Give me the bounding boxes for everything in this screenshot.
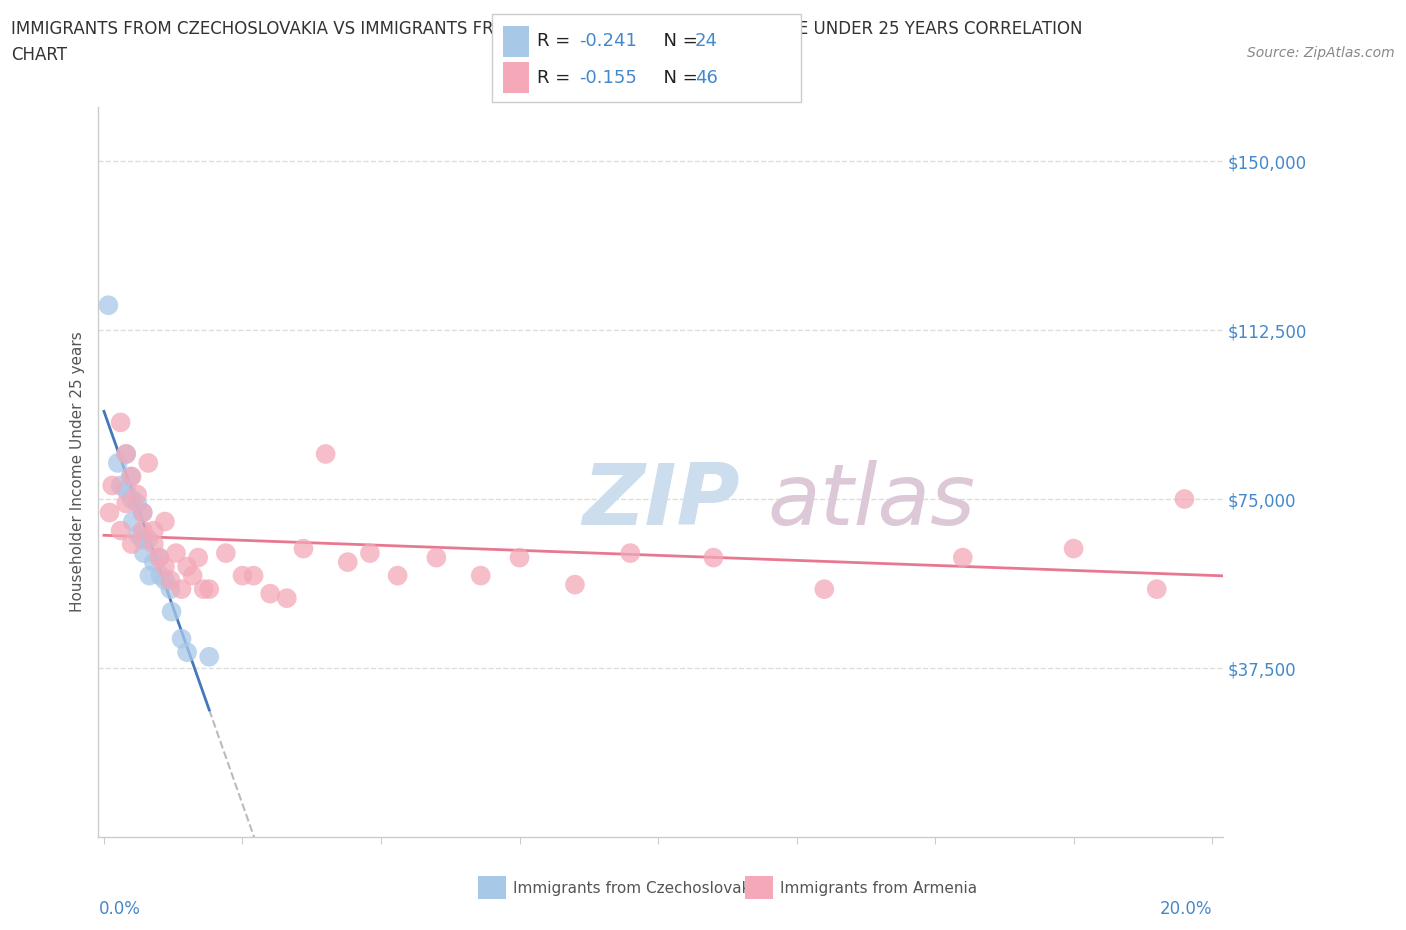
Point	[132, 505, 155, 520]
Point	[425, 551, 447, 565]
Point	[509, 551, 531, 565]
Point	[148, 551, 170, 565]
Point	[952, 551, 974, 565]
Point	[187, 551, 209, 565]
Text: Immigrants from Czechoslovakia: Immigrants from Czechoslovakia	[513, 881, 765, 896]
Point	[702, 551, 724, 565]
Point	[121, 492, 143, 507]
Text: 20.0%: 20.0%	[1160, 900, 1212, 918]
Point	[132, 532, 155, 547]
Point	[136, 532, 159, 547]
Point	[153, 514, 176, 529]
Point	[153, 573, 176, 588]
Point	[215, 546, 238, 561]
Point	[176, 644, 198, 659]
Point	[813, 581, 835, 596]
Point	[619, 546, 641, 561]
Text: R =: R =	[537, 69, 576, 86]
Point	[136, 456, 159, 471]
Point	[127, 527, 149, 542]
Point	[170, 581, 193, 596]
Point	[153, 559, 176, 574]
Point	[132, 546, 155, 561]
Point	[276, 591, 298, 605]
Point	[98, 505, 121, 520]
Point	[193, 581, 215, 596]
Text: IMMIGRANTS FROM CZECHOSLOVAKIA VS IMMIGRANTS FROM ARMENIA HOUSEHOLDER INCOME UND: IMMIGRANTS FROM CZECHOSLOVAKIA VS IMMIGR…	[11, 20, 1083, 38]
Point	[121, 537, 143, 551]
Text: atlas: atlas	[768, 459, 976, 543]
Point	[470, 568, 492, 583]
Point	[315, 446, 337, 461]
Point	[110, 478, 132, 493]
Text: N =: N =	[652, 69, 704, 86]
Point	[107, 456, 129, 471]
Point	[292, 541, 315, 556]
Point	[160, 604, 183, 619]
Point	[231, 568, 253, 583]
Point	[336, 554, 359, 569]
Point	[142, 537, 165, 551]
Point	[120, 469, 142, 484]
Text: 46: 46	[695, 69, 717, 86]
Point	[121, 469, 143, 484]
Point	[159, 573, 181, 588]
Text: -0.241: -0.241	[579, 33, 637, 50]
Y-axis label: Householder Income Under 25 years: Householder Income Under 25 years	[69, 332, 84, 612]
Text: Immigrants from Armenia: Immigrants from Armenia	[780, 881, 977, 896]
Point	[387, 568, 409, 583]
Point	[148, 551, 170, 565]
Point	[1146, 581, 1168, 596]
Point	[1063, 541, 1085, 556]
Point	[110, 523, 132, 538]
Point	[359, 546, 381, 561]
Point	[198, 649, 221, 664]
Text: 0.0%: 0.0%	[98, 900, 141, 918]
Text: -0.155: -0.155	[579, 69, 637, 86]
Point	[138, 568, 160, 583]
Point	[165, 546, 187, 561]
Point	[132, 505, 155, 520]
Point	[115, 483, 138, 498]
Point	[259, 586, 281, 601]
Text: 24: 24	[695, 33, 717, 50]
Point	[142, 554, 165, 569]
Text: ZIP: ZIP	[582, 459, 740, 543]
Point	[242, 568, 264, 583]
Point	[564, 578, 586, 592]
Point	[132, 523, 155, 538]
Point	[170, 631, 193, 646]
Point	[159, 581, 181, 596]
Text: R =: R =	[537, 33, 576, 50]
Point	[176, 559, 198, 574]
Point	[121, 514, 143, 529]
Point	[198, 581, 221, 596]
Point	[149, 568, 172, 583]
Text: N =: N =	[652, 33, 704, 50]
Point	[127, 487, 149, 502]
Point	[127, 496, 149, 511]
Text: CHART: CHART	[11, 46, 67, 64]
Text: Source: ZipAtlas.com: Source: ZipAtlas.com	[1247, 46, 1395, 60]
Point	[115, 446, 138, 461]
Point	[115, 446, 138, 461]
Point	[101, 478, 124, 493]
Point	[115, 496, 138, 511]
Point	[142, 523, 165, 538]
Point	[181, 568, 204, 583]
Point	[110, 415, 132, 430]
Point	[97, 298, 120, 312]
Point	[1173, 492, 1195, 507]
